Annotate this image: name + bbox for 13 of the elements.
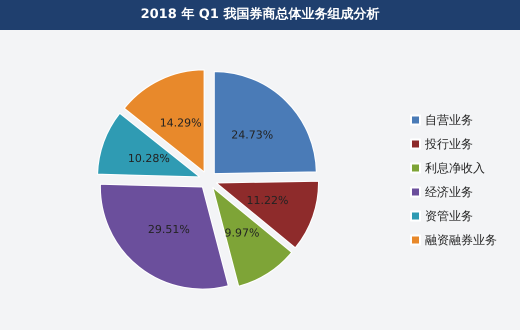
- legend-label: 融资融券业务: [425, 233, 497, 247]
- data-label: 11.22%: [246, 194, 288, 208]
- legend-label: 自营业务: [425, 113, 473, 127]
- legend-label: 利息净收入: [425, 161, 485, 175]
- data-label: 10.28%: [128, 152, 170, 165]
- legend-label: 经济业务: [425, 185, 473, 199]
- legend-label: 投行业务: [424, 137, 473, 151]
- data-label: 9.97%: [224, 226, 260, 240]
- legend-label: 资管业务: [425, 209, 473, 223]
- data-label: 24.73%: [231, 128, 274, 142]
- data-label: 14.29%: [160, 116, 202, 130]
- data-label: 29.51%: [148, 222, 190, 236]
- chart-title: 2018 年 Q1 我国券商总体业务组成分析: [0, 0, 520, 30]
